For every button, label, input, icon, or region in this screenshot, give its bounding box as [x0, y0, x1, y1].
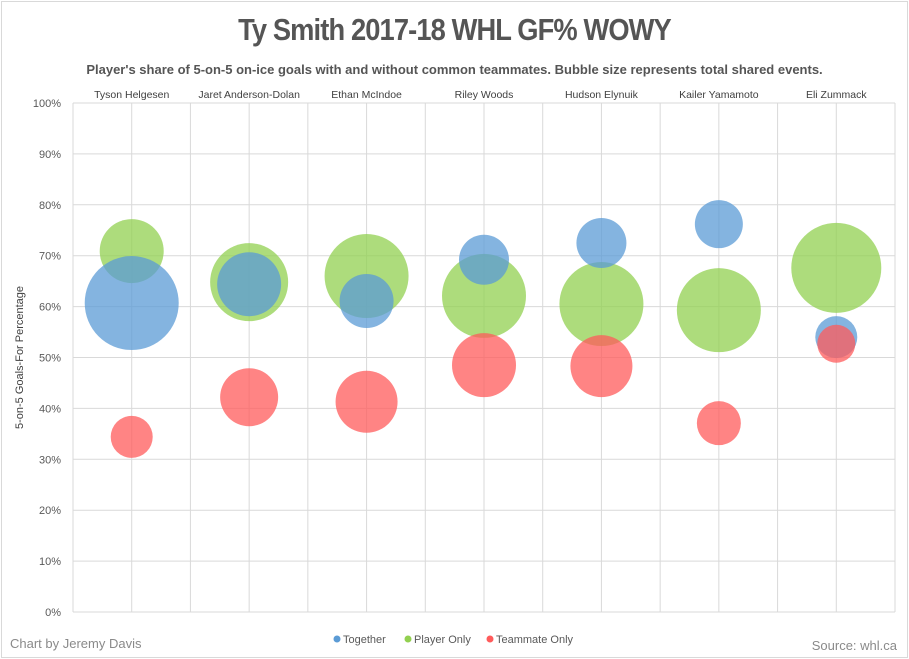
y-tick-label: 70% — [39, 251, 61, 263]
category-label: Riley Woods — [455, 89, 514, 101]
chart-title: Ty Smith 2017-18 WHL GF% WOWY — [238, 12, 672, 47]
y-tick-label: 60% — [39, 302, 61, 314]
y-tick-label: 10% — [39, 556, 61, 568]
legend-label: Player Only — [414, 634, 471, 646]
category-label: Tyson Helgesen — [94, 89, 169, 101]
y-tick-label: 90% — [39, 149, 61, 161]
legend-label: Teammate Only — [496, 634, 574, 646]
category-label: Kailer Yamamoto — [679, 89, 759, 101]
bubble-teammate-only — [696, 401, 741, 446]
chart-credit: Chart by Jeremy Davis — [10, 636, 142, 651]
bubble-together — [459, 234, 509, 285]
bubble-teammate-only — [817, 324, 856, 363]
legend-label: Together — [343, 634, 386, 646]
legend-marker — [333, 635, 341, 643]
bubble-teammate-only — [570, 335, 633, 398]
category-label: Hudson Elynuik — [565, 89, 639, 101]
bubble-teammate-only — [452, 333, 516, 398]
bubble-together — [339, 274, 394, 329]
category-label: Eli Zummack — [806, 89, 867, 101]
bubble-player-only — [676, 268, 761, 353]
y-axis-label: 5-on-5 Goals-For Percentage — [14, 286, 26, 429]
category-label: Jaret Anderson-Dolan — [198, 89, 300, 101]
bubble-together — [694, 200, 743, 249]
bubble-teammate-only — [110, 415, 153, 458]
bubble-together — [217, 252, 282, 317]
chart-subtitle: Player's share of 5-on-5 on-ice goals wi… — [86, 62, 823, 77]
bubble-player-only — [442, 253, 526, 338]
bubble-teammate-only — [220, 368, 279, 427]
bubble-player-only — [559, 262, 644, 347]
legend-marker — [404, 635, 412, 643]
category-label: Ethan McIndoe — [331, 89, 402, 101]
bubble-player-only — [791, 222, 882, 313]
y-tick-label: 80% — [39, 200, 61, 212]
legend-marker — [486, 635, 494, 643]
y-tick-label: 30% — [39, 454, 61, 466]
y-tick-label: 50% — [39, 353, 61, 365]
y-tick-label: 100% — [33, 98, 61, 110]
bubble-together — [84, 256, 179, 351]
bubble-together — [576, 217, 627, 268]
y-tick-label: 20% — [39, 505, 61, 517]
chart-source: Source: whl.ca — [811, 638, 897, 653]
y-tick-label: 0% — [45, 607, 61, 619]
bubble-teammate-only — [335, 370, 398, 433]
y-tick-label: 40% — [39, 403, 61, 415]
